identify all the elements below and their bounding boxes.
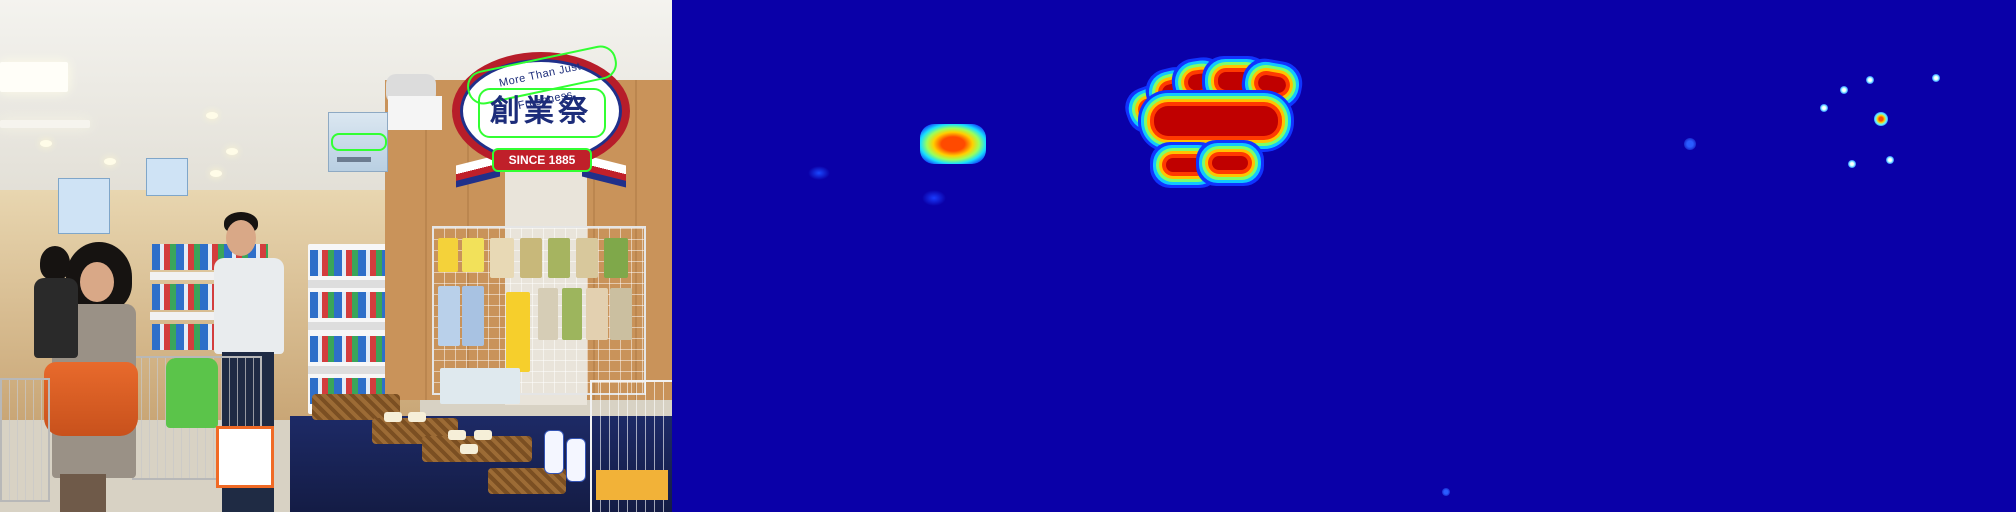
package — [438, 286, 460, 346]
character-center-dot — [1886, 156, 1894, 164]
product-shelf — [308, 244, 388, 414]
heatmap-faint-spot — [922, 190, 946, 206]
ceiling-spotlight — [226, 148, 238, 155]
store-photo-panel: More Than Just Freshness 創業祭 SINCE 1885 — [0, 0, 672, 512]
text-detection-box — [478, 88, 606, 138]
character-center-dot — [1848, 160, 1856, 168]
ceiling-spotlight — [40, 140, 52, 147]
ceramic-vase — [544, 430, 564, 474]
ceiling-light — [0, 62, 68, 92]
heatmap-faint-spot — [808, 166, 830, 180]
heatmap-cell-tagline — [1186, 72, 1212, 92]
air-vent — [0, 120, 90, 128]
package — [604, 238, 628, 278]
heatmap-faint-spot — [1442, 488, 1450, 496]
orange-handbag — [44, 362, 138, 436]
ceiling-spotlight — [210, 170, 222, 177]
heatmap-cell-since — [1166, 158, 1204, 172]
sign-title: 創業祭 — [490, 94, 592, 129]
hanging-poster — [58, 178, 110, 234]
package — [462, 286, 484, 346]
package — [438, 238, 458, 272]
text-detection-box — [492, 148, 592, 172]
character-center-heatmap-panel — [1344, 0, 2016, 512]
character-center-dot — [1932, 74, 1940, 82]
folded-towel — [596, 470, 668, 500]
boxed-product — [440, 368, 520, 404]
package — [506, 292, 530, 372]
sign-oval-face — [460, 59, 622, 163]
character-center-dot — [1866, 76, 1874, 84]
heatmap-faint-spot — [1684, 138, 1696, 150]
package — [462, 238, 484, 272]
ceiling-spotlight — [206, 112, 218, 119]
ceiling-spotlight — [104, 158, 116, 165]
small-directory-sign — [328, 112, 388, 172]
package — [538, 288, 558, 340]
package — [490, 238, 514, 278]
package — [586, 288, 608, 340]
soap-bar — [448, 430, 466, 440]
text-region-heatmap-panel — [672, 0, 1344, 512]
heatmap-cell-title — [1154, 106, 1278, 136]
character-center-dot — [1840, 86, 1848, 94]
wall-box — [388, 96, 442, 130]
peg-rack — [432, 226, 646, 395]
heatmap-blob-directory-sign — [920, 124, 986, 164]
soap-bar — [384, 412, 402, 422]
heatmap-cell-since — [1212, 156, 1248, 170]
ceramic-vase — [566, 438, 586, 482]
product-shelf — [150, 240, 270, 420]
heatmap-cell-tagline — [1218, 72, 1254, 90]
character-center-dot — [1820, 104, 1828, 112]
package — [576, 238, 598, 278]
shopping-cart — [0, 378, 50, 502]
heatmap-cell-tagline — [1160, 81, 1184, 103]
text-detection-box — [331, 133, 387, 151]
soap-bar — [408, 412, 426, 422]
package — [520, 238, 542, 278]
package — [548, 238, 570, 278]
package — [562, 288, 582, 340]
sign-subtext — [337, 157, 371, 162]
heatmap-cell-tagline — [1256, 73, 1288, 95]
brand-sign: More Than Just Freshness 創業祭 SINCE 1885 — [452, 42, 630, 188]
cart-sign — [216, 426, 274, 488]
sign-since: SINCE 1885 — [494, 150, 590, 170]
soap-bar — [460, 444, 478, 454]
hanging-sign — [146, 158, 188, 196]
package — [610, 288, 632, 340]
soap-bar — [474, 430, 492, 440]
character-center-dot-strong — [1874, 112, 1888, 126]
green-shopping-bag — [166, 358, 218, 428]
